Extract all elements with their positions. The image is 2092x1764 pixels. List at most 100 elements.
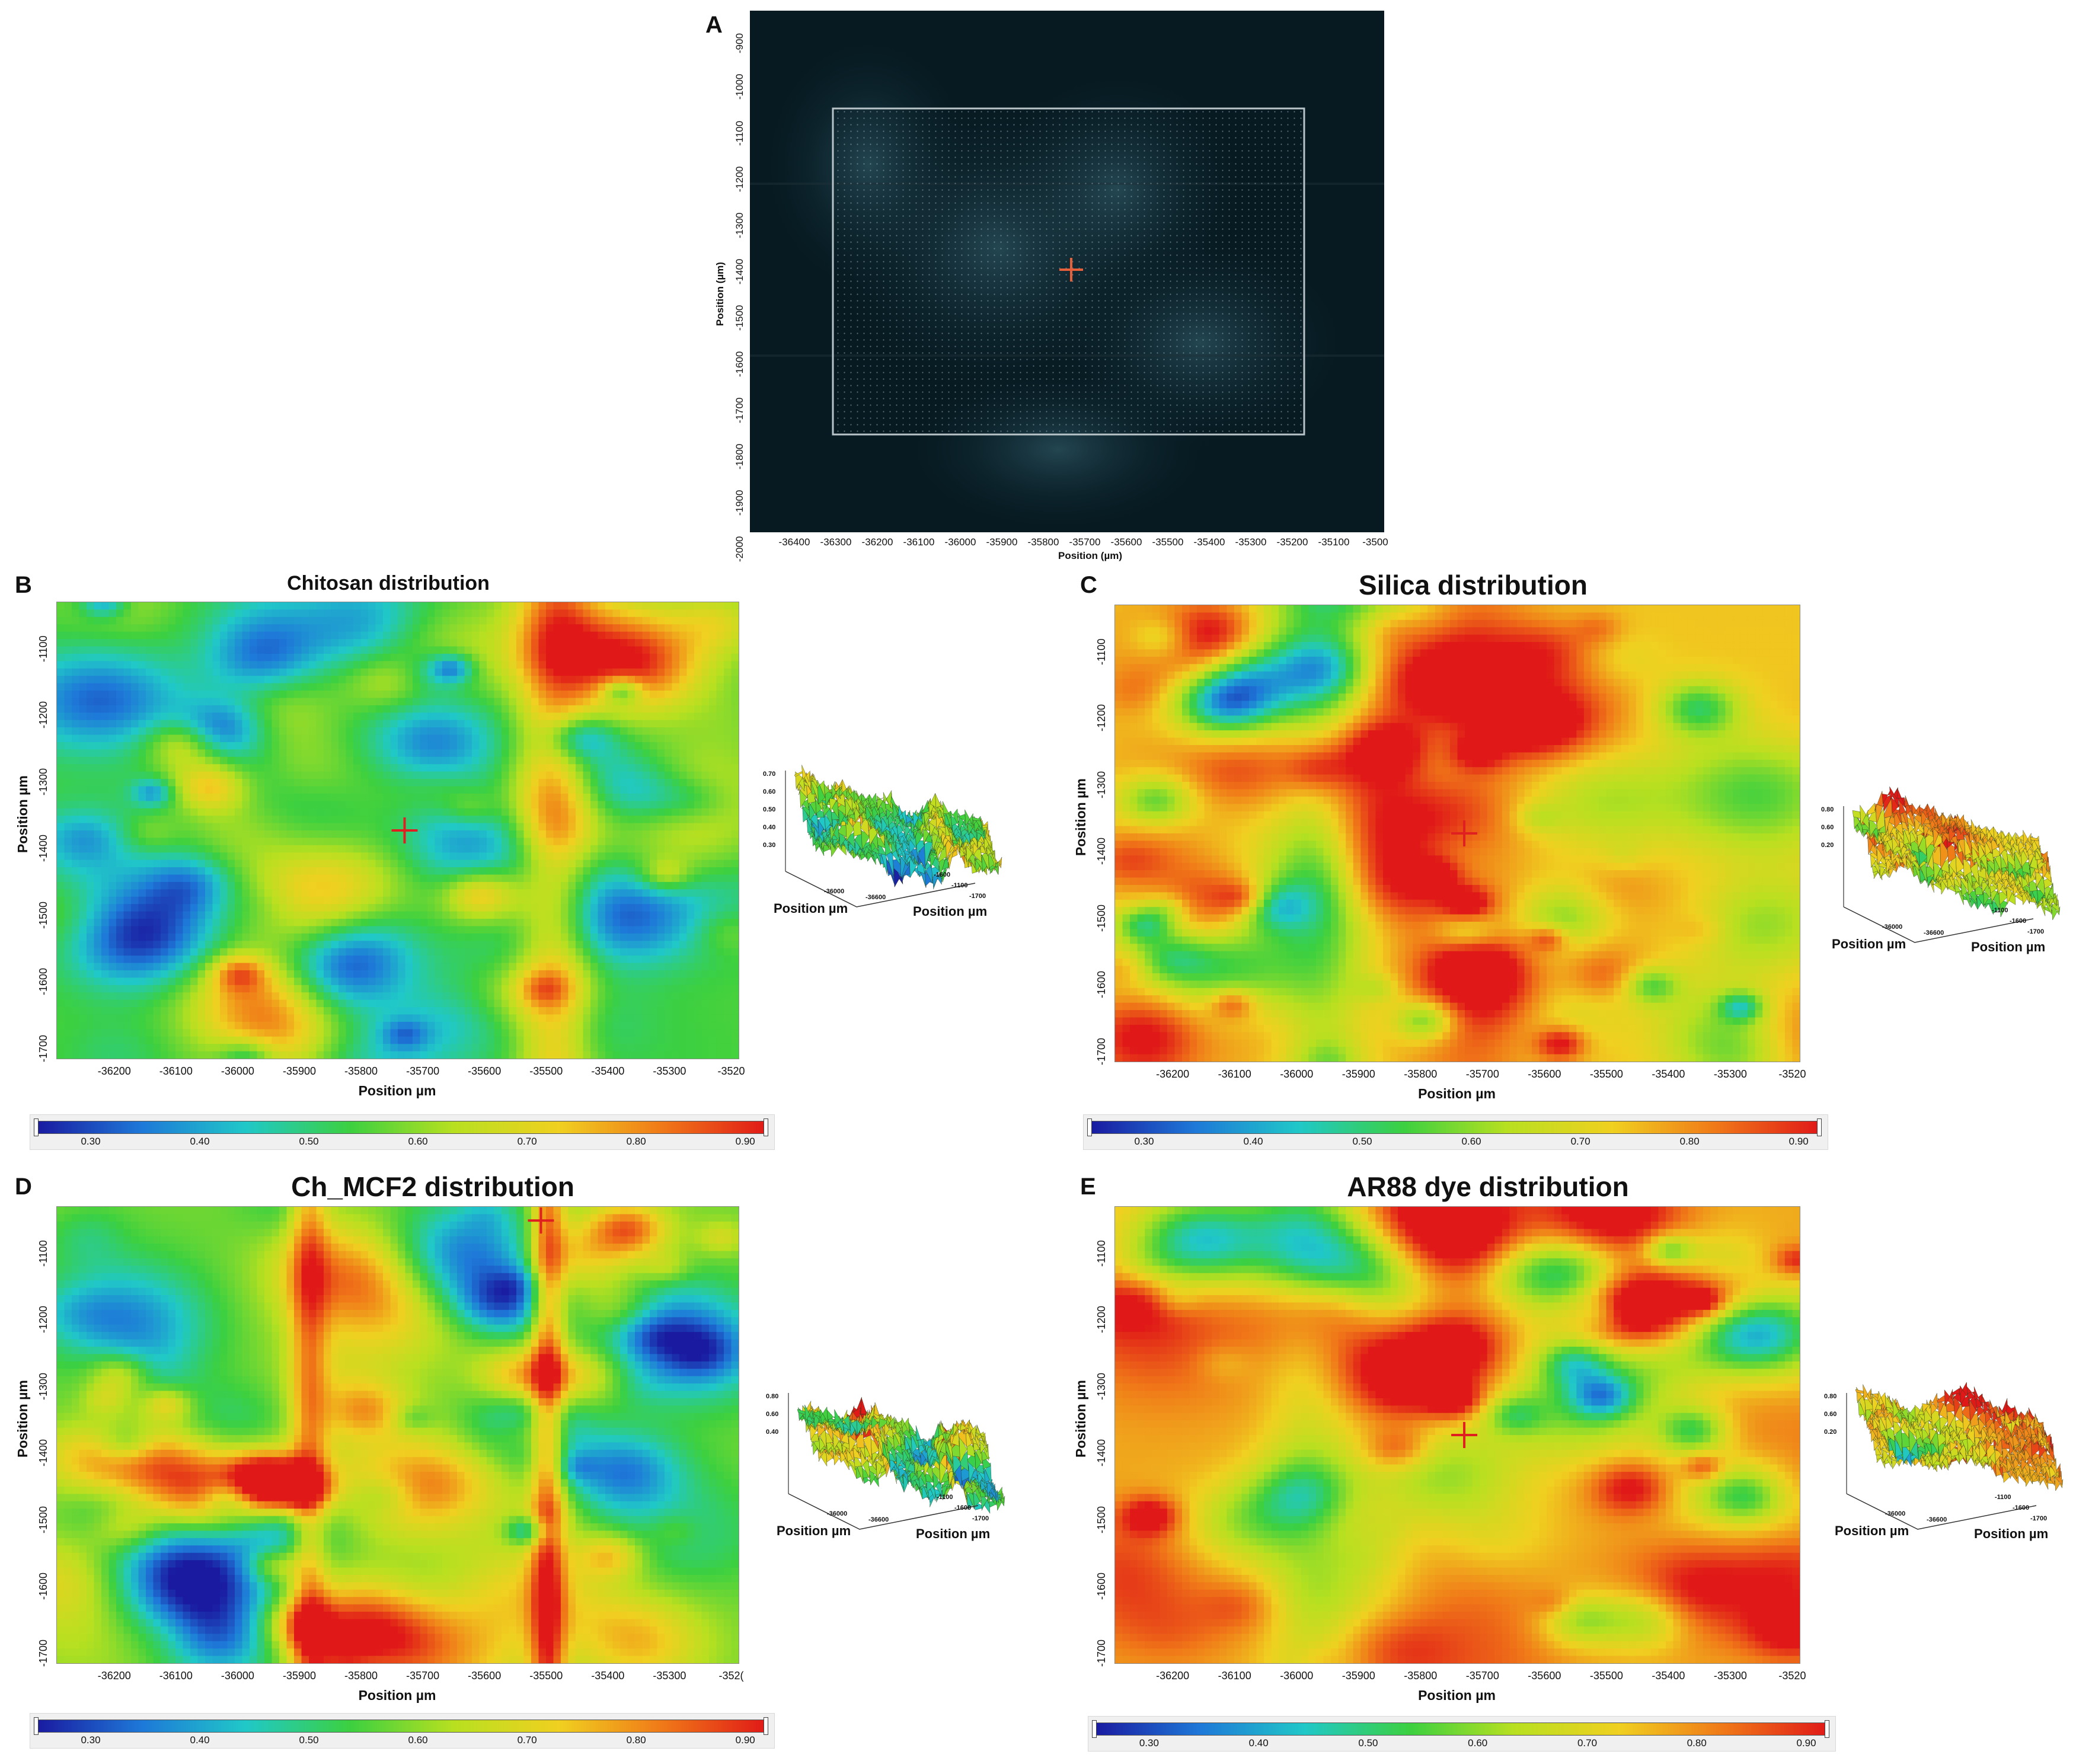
- heatmap-cell: [701, 609, 710, 618]
- heatmap-cell: [360, 867, 369, 875]
- heatmap-cell: [487, 727, 495, 736]
- heatmap-cell: [583, 720, 591, 728]
- heatmap-cell: [183, 948, 191, 956]
- heatmap-cell: [353, 705, 362, 713]
- heatmap-cell: [368, 926, 376, 934]
- heatmap-cell: [427, 779, 436, 787]
- heatmap-cell: [375, 904, 384, 912]
- heatmap-cell: [590, 941, 599, 949]
- heatmap-cell: [108, 683, 117, 691]
- heatmap-cell: [324, 646, 332, 654]
- heatmap-cell: [286, 808, 295, 816]
- heatmap-cell: [413, 926, 421, 934]
- heatmap-cell: [324, 668, 332, 676]
- heatmap-cell: [235, 779, 243, 787]
- heatmap-cell: [324, 933, 332, 941]
- heatmap-cell: [383, 941, 391, 949]
- heatmap-cell: [694, 676, 702, 684]
- heatmap-cell: [598, 676, 606, 684]
- heatmap-cell: [472, 624, 480, 632]
- heatmap-cell: [487, 911, 495, 919]
- heatmap-cell: [250, 845, 258, 853]
- heatmap-cell: [153, 720, 161, 728]
- heatmap-cell: [316, 926, 324, 934]
- heatmap-cell: [590, 698, 599, 706]
- heatmap-cell: [183, 646, 191, 654]
- heatmap-cell: [701, 771, 710, 779]
- heatmap-cell: [435, 881, 443, 890]
- heatmap-cell: [420, 889, 428, 897]
- heatmap-cell: [449, 992, 458, 1001]
- heatmap-cell: [309, 734, 317, 743]
- heatmap-cell: [57, 992, 65, 1001]
- heatmap-cell: [272, 661, 280, 669]
- heatmap-cell: [650, 624, 658, 632]
- heatmap-cell: [331, 830, 339, 839]
- heatmap-cell: [301, 793, 309, 801]
- heatmap-cell: [672, 602, 680, 611]
- heatmap-cell: [168, 963, 176, 971]
- heatmap-cell: [398, 881, 406, 890]
- heatmap-cell: [94, 977, 102, 986]
- heatmap-cell: [686, 683, 695, 691]
- heatmap-cell: [650, 764, 658, 772]
- heatmap-cell: [398, 956, 406, 964]
- heatmap-cell: [531, 874, 539, 883]
- heatmap-cell: [64, 639, 72, 647]
- heatmap-cell: [701, 970, 710, 978]
- heatmap-cell: [383, 926, 391, 934]
- heatmap-cell: [294, 838, 302, 846]
- heatmap-cell: [405, 881, 413, 890]
- heatmap-cell: [146, 838, 154, 846]
- heatmap-cell: [442, 616, 451, 625]
- heatmap-cell: [546, 808, 554, 816]
- heatmap-cell: [464, 631, 472, 640]
- heatmap-cell: [679, 956, 688, 964]
- heatmap-cell: [212, 926, 221, 934]
- heatmap-cell: [264, 639, 273, 647]
- heatmap-cell: [101, 977, 110, 986]
- heatmap-cell: [279, 838, 288, 846]
- heatmap-cell: [590, 956, 599, 964]
- heatmap-cell: [64, 963, 72, 971]
- heatmap-cell: [502, 734, 510, 743]
- heatmap-cell: [353, 867, 362, 875]
- heatmap-cell: [131, 926, 139, 934]
- heatmap-cell: [487, 661, 495, 669]
- heatmap-cell: [457, 756, 465, 765]
- heatmap-cell: [472, 874, 480, 883]
- heatmap-cell: [272, 845, 280, 853]
- heatmap-cell: [146, 727, 154, 736]
- heatmap-cell: [272, 881, 280, 890]
- heatmap-cell: [138, 727, 146, 736]
- heatmap-cell: [701, 852, 710, 861]
- heatmap-cell: [383, 609, 391, 618]
- heatmap-cell: [375, 830, 384, 839]
- heatmap-cell: [57, 881, 65, 890]
- heatmap-cell: [205, 985, 213, 993]
- heatmap-cell: [168, 801, 176, 809]
- heatmap-cell: [64, 631, 72, 640]
- heatmap-cell: [190, 970, 199, 978]
- heatmap-cell: [598, 823, 606, 831]
- heatmap-cell: [612, 771, 621, 779]
- heatmap-cell: [123, 816, 132, 824]
- heatmap-cell: [576, 933, 584, 941]
- heatmap-cell: [190, 830, 199, 839]
- heatmap-cell: [183, 823, 191, 831]
- heatmap-cell: [64, 668, 72, 676]
- heatmap-cell: [523, 867, 532, 875]
- heatmap-cell: [183, 676, 191, 684]
- heatmap-cell: [190, 838, 199, 846]
- heatmap-cell: [338, 668, 347, 676]
- heatmap-cell: [686, 816, 695, 824]
- heatmap-cell: [190, 639, 199, 647]
- heatmap-cell: [627, 771, 635, 779]
- heatmap-cell: [449, 616, 458, 625]
- heatmap-cell: [598, 801, 606, 809]
- heatmap-cell: [442, 624, 451, 632]
- heatmap-cell: [227, 889, 235, 897]
- heatmap-cell: [368, 977, 376, 986]
- heatmap-cell: [568, 683, 576, 691]
- heatmap-cell: [353, 874, 362, 883]
